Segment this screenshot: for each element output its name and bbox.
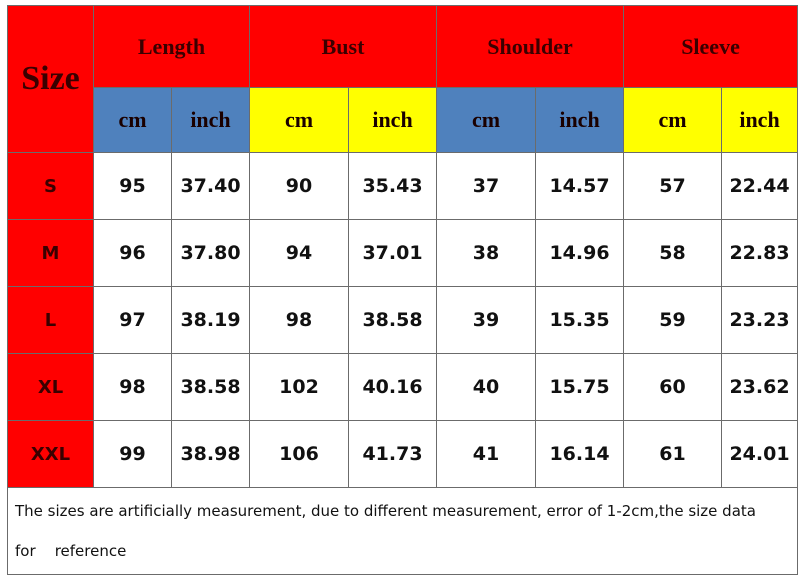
cell: 37.01 <box>347 219 438 287</box>
unit-header: cm <box>623 87 723 153</box>
group-header: Shoulder <box>436 5 625 88</box>
note: The sizes are artificially measurement, … <box>6 487 799 575</box>
cell: 58 <box>623 219 723 287</box>
cell: 106 <box>249 420 349 488</box>
cell: 14.96 <box>535 219 625 287</box>
cell: 38.19 <box>171 286 250 354</box>
size-row: M 96 37.80 94 37.01 38 14.96 58 22.83 <box>7 219 799 287</box>
size-row: XXL 99 38.98 106 41.73 41 16.14 61 24.01 <box>7 420 799 488</box>
unit-header: cm <box>93 87 172 153</box>
cell: 97 <box>93 286 172 354</box>
size-label: L <box>7 286 94 354</box>
size-label: M <box>7 219 94 287</box>
note-line: The sizes are artificially measurement, … <box>15 502 756 520</box>
group-header: Sleeve <box>623 5 799 88</box>
cell: 102 <box>249 353 349 421</box>
group-header: Length <box>93 5 250 88</box>
cell: 38 <box>436 219 537 287</box>
cell: 38.58 <box>171 353 250 421</box>
unit-header: inch <box>535 87 625 153</box>
size-label: XXL <box>7 420 94 488</box>
group-header: Bust <box>248 5 438 88</box>
size-label: S <box>7 152 94 220</box>
unit-row: cm inch cm inch cm inch cm inch <box>8 87 799 153</box>
cell: 41 <box>436 420 537 488</box>
cell: 14.57 <box>535 152 625 220</box>
unit-header: inch <box>347 87 438 153</box>
size-row: S 95 37.40 90 35.43 37 14.57 57 22.44 <box>7 152 799 220</box>
cell: 40.16 <box>347 353 438 421</box>
header-row: Size Length Bust Shoulder Sleeve <box>7 5 799 153</box>
unit-header: inch <box>171 87 250 153</box>
cell: 15.75 <box>535 353 625 421</box>
cell: 60 <box>623 353 723 421</box>
cell: 37.80 <box>171 219 250 287</box>
cell: 41.73 <box>347 420 438 488</box>
cell: 23.62 <box>721 353 799 421</box>
unit-header: cm <box>249 87 349 153</box>
cell: 38.58 <box>347 286 438 354</box>
size-header: Size <box>7 5 94 153</box>
cell: 40 <box>436 353 537 421</box>
size-row: L 97 38.19 98 38.58 39 15.35 59 23.23 <box>7 286 799 354</box>
cell: 22.83 <box>721 219 799 287</box>
cell: 23.23 <box>721 286 799 354</box>
note-row: The sizes are artificially measurement, … <box>6 487 799 575</box>
size-label: XL <box>7 353 94 421</box>
note-line: for reference <box>15 542 127 560</box>
unit-header: inch <box>721 87 799 153</box>
cell: 99 <box>93 420 172 488</box>
cell: 35.43 <box>347 152 438 220</box>
cell: 22.44 <box>721 152 799 220</box>
size-table: Size Length Bust Shoulder Sleeve cm inch cm inch… <box>6 5 799 575</box>
cell: 98 <box>93 353 172 421</box>
size-chart: Size Length Bust Shoulder Sleeve cm inch cm inch… <box>6 5 799 575</box>
cell: 37 <box>436 152 537 220</box>
cell: 37.40 <box>171 152 250 220</box>
cell: 96 <box>93 219 172 287</box>
cell: 39 <box>436 286 537 354</box>
cell: 95 <box>93 152 172 220</box>
cell: 90 <box>249 152 349 220</box>
cell: 57 <box>623 152 723 220</box>
cell: 94 <box>249 219 349 287</box>
cell: 24.01 <box>721 420 799 488</box>
cell: 16.14 <box>535 420 625 488</box>
cell: 15.35 <box>535 286 625 354</box>
cell: 59 <box>623 286 723 354</box>
cell: 38.98 <box>171 420 250 488</box>
unit-header: cm <box>436 87 537 153</box>
cell: 98 <box>249 286 349 354</box>
cell: 61 <box>623 420 723 488</box>
size-row: XL 98 38.58 102 40.16 40 15.75 60 23.62 <box>7 353 799 421</box>
